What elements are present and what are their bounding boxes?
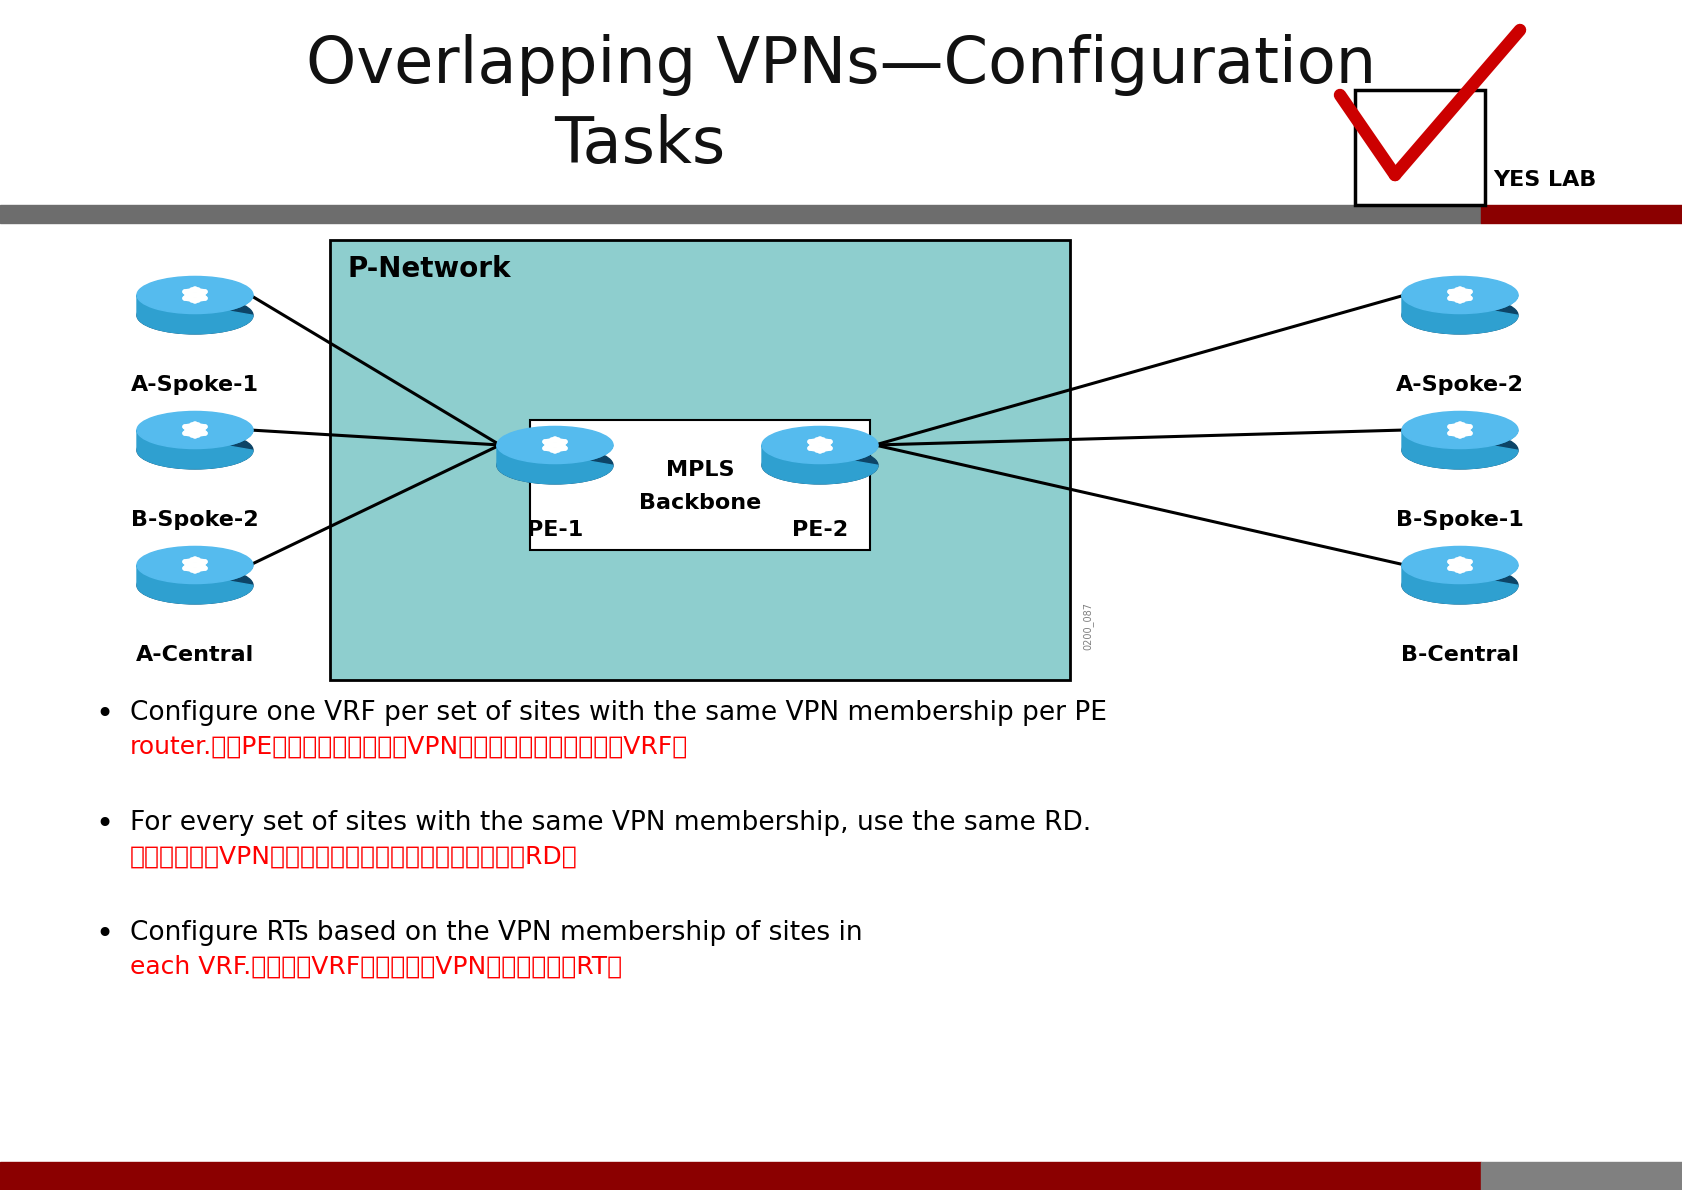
Text: A-Spoke-2: A-Spoke-2 <box>1396 375 1522 395</box>
Text: B-Central: B-Central <box>1399 645 1519 665</box>
Text: Overlapping VPNs—Configuration: Overlapping VPNs—Configuration <box>306 35 1376 96</box>
Text: For every set of sites with the same VPN membership, use the same RD.: For every set of sites with the same VPN… <box>130 810 1090 837</box>
Ellipse shape <box>136 276 252 313</box>
Ellipse shape <box>136 412 252 449</box>
Text: Configure RTs based on the VPN membership of sites in: Configure RTs based on the VPN membershi… <box>130 920 863 946</box>
Ellipse shape <box>762 426 878 464</box>
Ellipse shape <box>136 296 252 334</box>
Polygon shape <box>1401 565 1517 603</box>
Text: PE-1: PE-1 <box>526 520 582 540</box>
Ellipse shape <box>496 446 612 484</box>
Ellipse shape <box>136 546 252 583</box>
Polygon shape <box>496 445 612 484</box>
Text: router.每个PE路由器每个拥有相同VPN成员身份的站点配置一个VRF。: router.每个PE路由器每个拥有相同VPN成员身份的站点配置一个VRF。 <box>130 735 688 759</box>
Ellipse shape <box>1401 412 1517 449</box>
Text: •: • <box>94 700 113 729</box>
Bar <box>1480 1161 1682 1190</box>
Ellipse shape <box>1401 546 1517 583</box>
Bar <box>0 205 1480 223</box>
Text: Tasks: Tasks <box>553 114 725 176</box>
Polygon shape <box>136 295 252 334</box>
Text: 对于具有相同VPN成员资格的每一组网站，请使用相同的RD。: 对于具有相同VPN成员资格的每一组网站，请使用相同的RD。 <box>130 845 577 869</box>
Ellipse shape <box>136 566 252 603</box>
Polygon shape <box>1401 430 1517 469</box>
Polygon shape <box>136 430 252 469</box>
Ellipse shape <box>1401 296 1517 334</box>
Text: MPLS: MPLS <box>666 461 733 480</box>
Ellipse shape <box>496 426 612 464</box>
Bar <box>1480 205 1682 223</box>
Text: Configure one VRF per set of sites with the same VPN membership per PE: Configure one VRF per set of sites with … <box>130 700 1107 726</box>
Text: PE-2: PE-2 <box>792 520 848 540</box>
Polygon shape <box>136 565 252 603</box>
Ellipse shape <box>762 446 878 484</box>
Ellipse shape <box>136 432 252 469</box>
Text: YES LAB: YES LAB <box>1492 170 1596 190</box>
Text: A-Central: A-Central <box>136 645 254 665</box>
Text: B-Spoke-2: B-Spoke-2 <box>131 511 259 530</box>
Text: each VRF.根据每个VRF中的站点的VPN成员资格配置RT。: each VRF.根据每个VRF中的站点的VPN成员资格配置RT。 <box>130 956 622 979</box>
Bar <box>1354 90 1484 205</box>
Text: •: • <box>94 810 113 839</box>
Ellipse shape <box>1401 432 1517 469</box>
Bar <box>0 1161 1480 1190</box>
Bar <box>330 240 1070 679</box>
Polygon shape <box>762 445 878 484</box>
Text: B-Spoke-1: B-Spoke-1 <box>1396 511 1522 530</box>
Text: P-Network: P-Network <box>348 255 511 283</box>
Text: A-Spoke-1: A-Spoke-1 <box>131 375 259 395</box>
Text: Backbone: Backbone <box>639 493 760 513</box>
Text: 0200_087: 0200_087 <box>1082 602 1092 650</box>
Text: •: • <box>94 920 113 948</box>
Bar <box>530 420 870 550</box>
Ellipse shape <box>1401 566 1517 603</box>
Ellipse shape <box>1401 276 1517 313</box>
Polygon shape <box>1401 295 1517 334</box>
